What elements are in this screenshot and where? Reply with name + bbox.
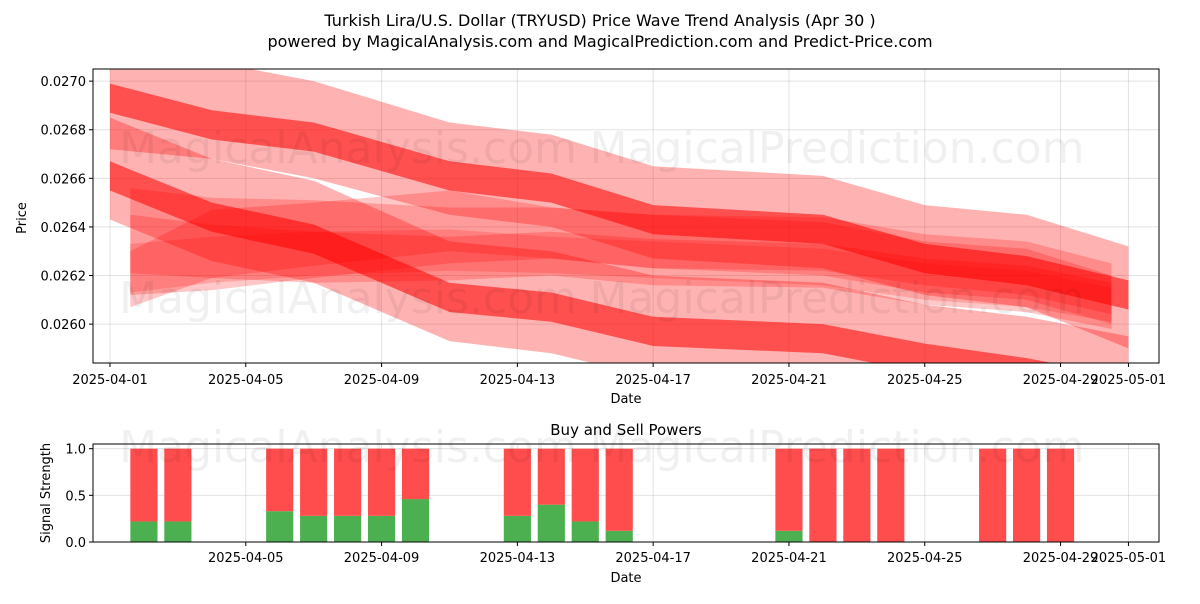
buy-bar bbox=[775, 530, 803, 542]
price-x-tick-label: 2025-04-09 bbox=[344, 373, 420, 388]
buy-bar bbox=[537, 504, 565, 542]
sell-bar bbox=[537, 448, 565, 505]
price-y-axis-title: Price bbox=[15, 202, 30, 234]
price-x-tick-label: 2025-04-25 bbox=[887, 373, 963, 388]
wave-band-upper-inner bbox=[110, 83, 1129, 310]
signal-x-tick-label: 2025-05-01 bbox=[1091, 551, 1167, 566]
sell-bar bbox=[130, 448, 158, 522]
wave-band-lower-inner bbox=[110, 161, 1053, 363]
price-x-tick-label: 2025-04-17 bbox=[615, 373, 691, 388]
wave-band-mid-c bbox=[130, 214, 1112, 329]
sell-bar bbox=[605, 448, 633, 531]
sell-bar bbox=[401, 448, 430, 500]
watermark-bottom-2: MagicalPrediction.com bbox=[590, 422, 1085, 473]
buy-bar bbox=[266, 511, 294, 542]
watermark-top-right-1: MagicalPrediction.com bbox=[590, 123, 1085, 174]
buy-bar bbox=[571, 521, 599, 542]
buy-bar bbox=[605, 530, 633, 542]
price-y-tick-label: 0.0268 bbox=[41, 124, 87, 139]
sell-bar bbox=[877, 448, 905, 542]
price-panel: MagicalAnalysis.com MagicalPrediction.co… bbox=[15, 68, 1166, 407]
sell-bar bbox=[809, 448, 837, 542]
signal-x-tick-label: 2025-04-09 bbox=[344, 551, 420, 566]
price-y-tick-label: 0.0266 bbox=[41, 172, 87, 187]
price-x-tick-label: 2025-04-29 bbox=[1023, 373, 1099, 388]
price-x-ticks: 2025-04-01 2025-04-05 2025-04-09 2025-04-13… bbox=[72, 363, 1166, 388]
signal-panel: Buy and Sell Powers MagicalAnalysis.com … bbox=[39, 421, 1166, 586]
signal-x-tick-label: 2025-04-21 bbox=[751, 551, 827, 566]
signal-x-ticks: 2025-04-05 2025-04-09 2025-04-13 2025-04-17… bbox=[208, 542, 1166, 566]
signal-y-tick-label: 1.0 bbox=[65, 443, 86, 458]
price-x-tick-label: 2025-04-01 bbox=[72, 373, 148, 388]
buy-bar bbox=[503, 515, 531, 542]
price-y-tick-label: 0.0260 bbox=[41, 318, 87, 333]
sell-bar bbox=[367, 448, 396, 516]
watermark-bottom-1: MagicalAnalysis.com bbox=[119, 422, 577, 473]
sell-bar bbox=[266, 448, 294, 512]
wave-band-lower-outer bbox=[110, 117, 1129, 363]
buy-bar bbox=[300, 515, 328, 542]
watermark-top-left-1: MagicalAnalysis.com bbox=[119, 123, 577, 174]
price-y-tick-label: 0.0264 bbox=[41, 221, 87, 236]
signal-y-axis-title: Signal Strength bbox=[39, 443, 54, 543]
sell-bar bbox=[775, 448, 803, 531]
price-x-tick-label: 2025-04-13 bbox=[480, 373, 556, 388]
sell-bar bbox=[1013, 448, 1041, 542]
sell-bar bbox=[164, 448, 192, 522]
buy-bar bbox=[367, 515, 396, 542]
price-x-tick-label: 2025-04-05 bbox=[208, 373, 284, 388]
chart-subtitle: powered by MagicalAnalysis.com and Magic… bbox=[267, 32, 932, 51]
watermark-top-left-2: MagicalAnalysis.com bbox=[119, 273, 577, 324]
sell-bar bbox=[571, 448, 599, 522]
sell-bar bbox=[1046, 448, 1075, 542]
price-plot-frame bbox=[92, 68, 1160, 364]
signal-x-tick-label: 2025-04-05 bbox=[208, 551, 284, 566]
watermark-top-right-2: MagicalPrediction.com bbox=[590, 273, 1085, 324]
wave-band-mid-a bbox=[130, 188, 1112, 315]
wave-band-mid-d bbox=[130, 229, 1112, 322]
signal-plot-frame bbox=[92, 443, 1160, 543]
chart-title: Turkish Lira/U.S. Dollar (TRYUSD) Price … bbox=[323, 11, 875, 30]
sell-bar bbox=[503, 448, 531, 516]
buy-bar bbox=[401, 499, 430, 542]
sell-bar bbox=[843, 448, 871, 542]
price-y-tick-label: 0.0262 bbox=[41, 270, 87, 285]
price-y-tick-label: 0.0270 bbox=[41, 75, 87, 90]
sell-bar bbox=[979, 448, 1007, 542]
price-y-ticks: 0.0260 0.0262 0.0264 0.0266 0.0268 0.0270 bbox=[41, 75, 93, 333]
signal-x-tick-label: 2025-04-17 bbox=[615, 551, 691, 566]
sell-bar bbox=[334, 448, 362, 516]
buy-bar bbox=[334, 515, 362, 542]
signal-x-tick-label: 2025-04-13 bbox=[480, 551, 556, 566]
wave-band-mid-b bbox=[130, 190, 1112, 325]
signal-x-tick-label: 2025-04-29 bbox=[1023, 551, 1099, 566]
price-x-tick-label: 2025-05-01 bbox=[1091, 373, 1167, 388]
signal-bars bbox=[130, 448, 1075, 542]
buy-bar bbox=[130, 521, 158, 542]
price-x-tick-label: 2025-04-21 bbox=[751, 373, 827, 388]
sell-bar bbox=[300, 448, 328, 516]
price-wave-bands bbox=[110, 69, 1129, 363]
signal-x-tick-label: 2025-04-25 bbox=[887, 551, 963, 566]
price-x-axis-title: Date bbox=[610, 392, 641, 407]
signal-y-tick-label: 0.5 bbox=[65, 489, 86, 504]
signal-y-tick-label: 0.0 bbox=[65, 536, 86, 551]
signal-x-axis-title: Date bbox=[610, 571, 641, 586]
signal-title: Buy and Sell Powers bbox=[550, 421, 702, 439]
buy-bar bbox=[164, 521, 192, 542]
signal-y-ticks: 0.0 0.5 1.0 bbox=[65, 443, 93, 551]
